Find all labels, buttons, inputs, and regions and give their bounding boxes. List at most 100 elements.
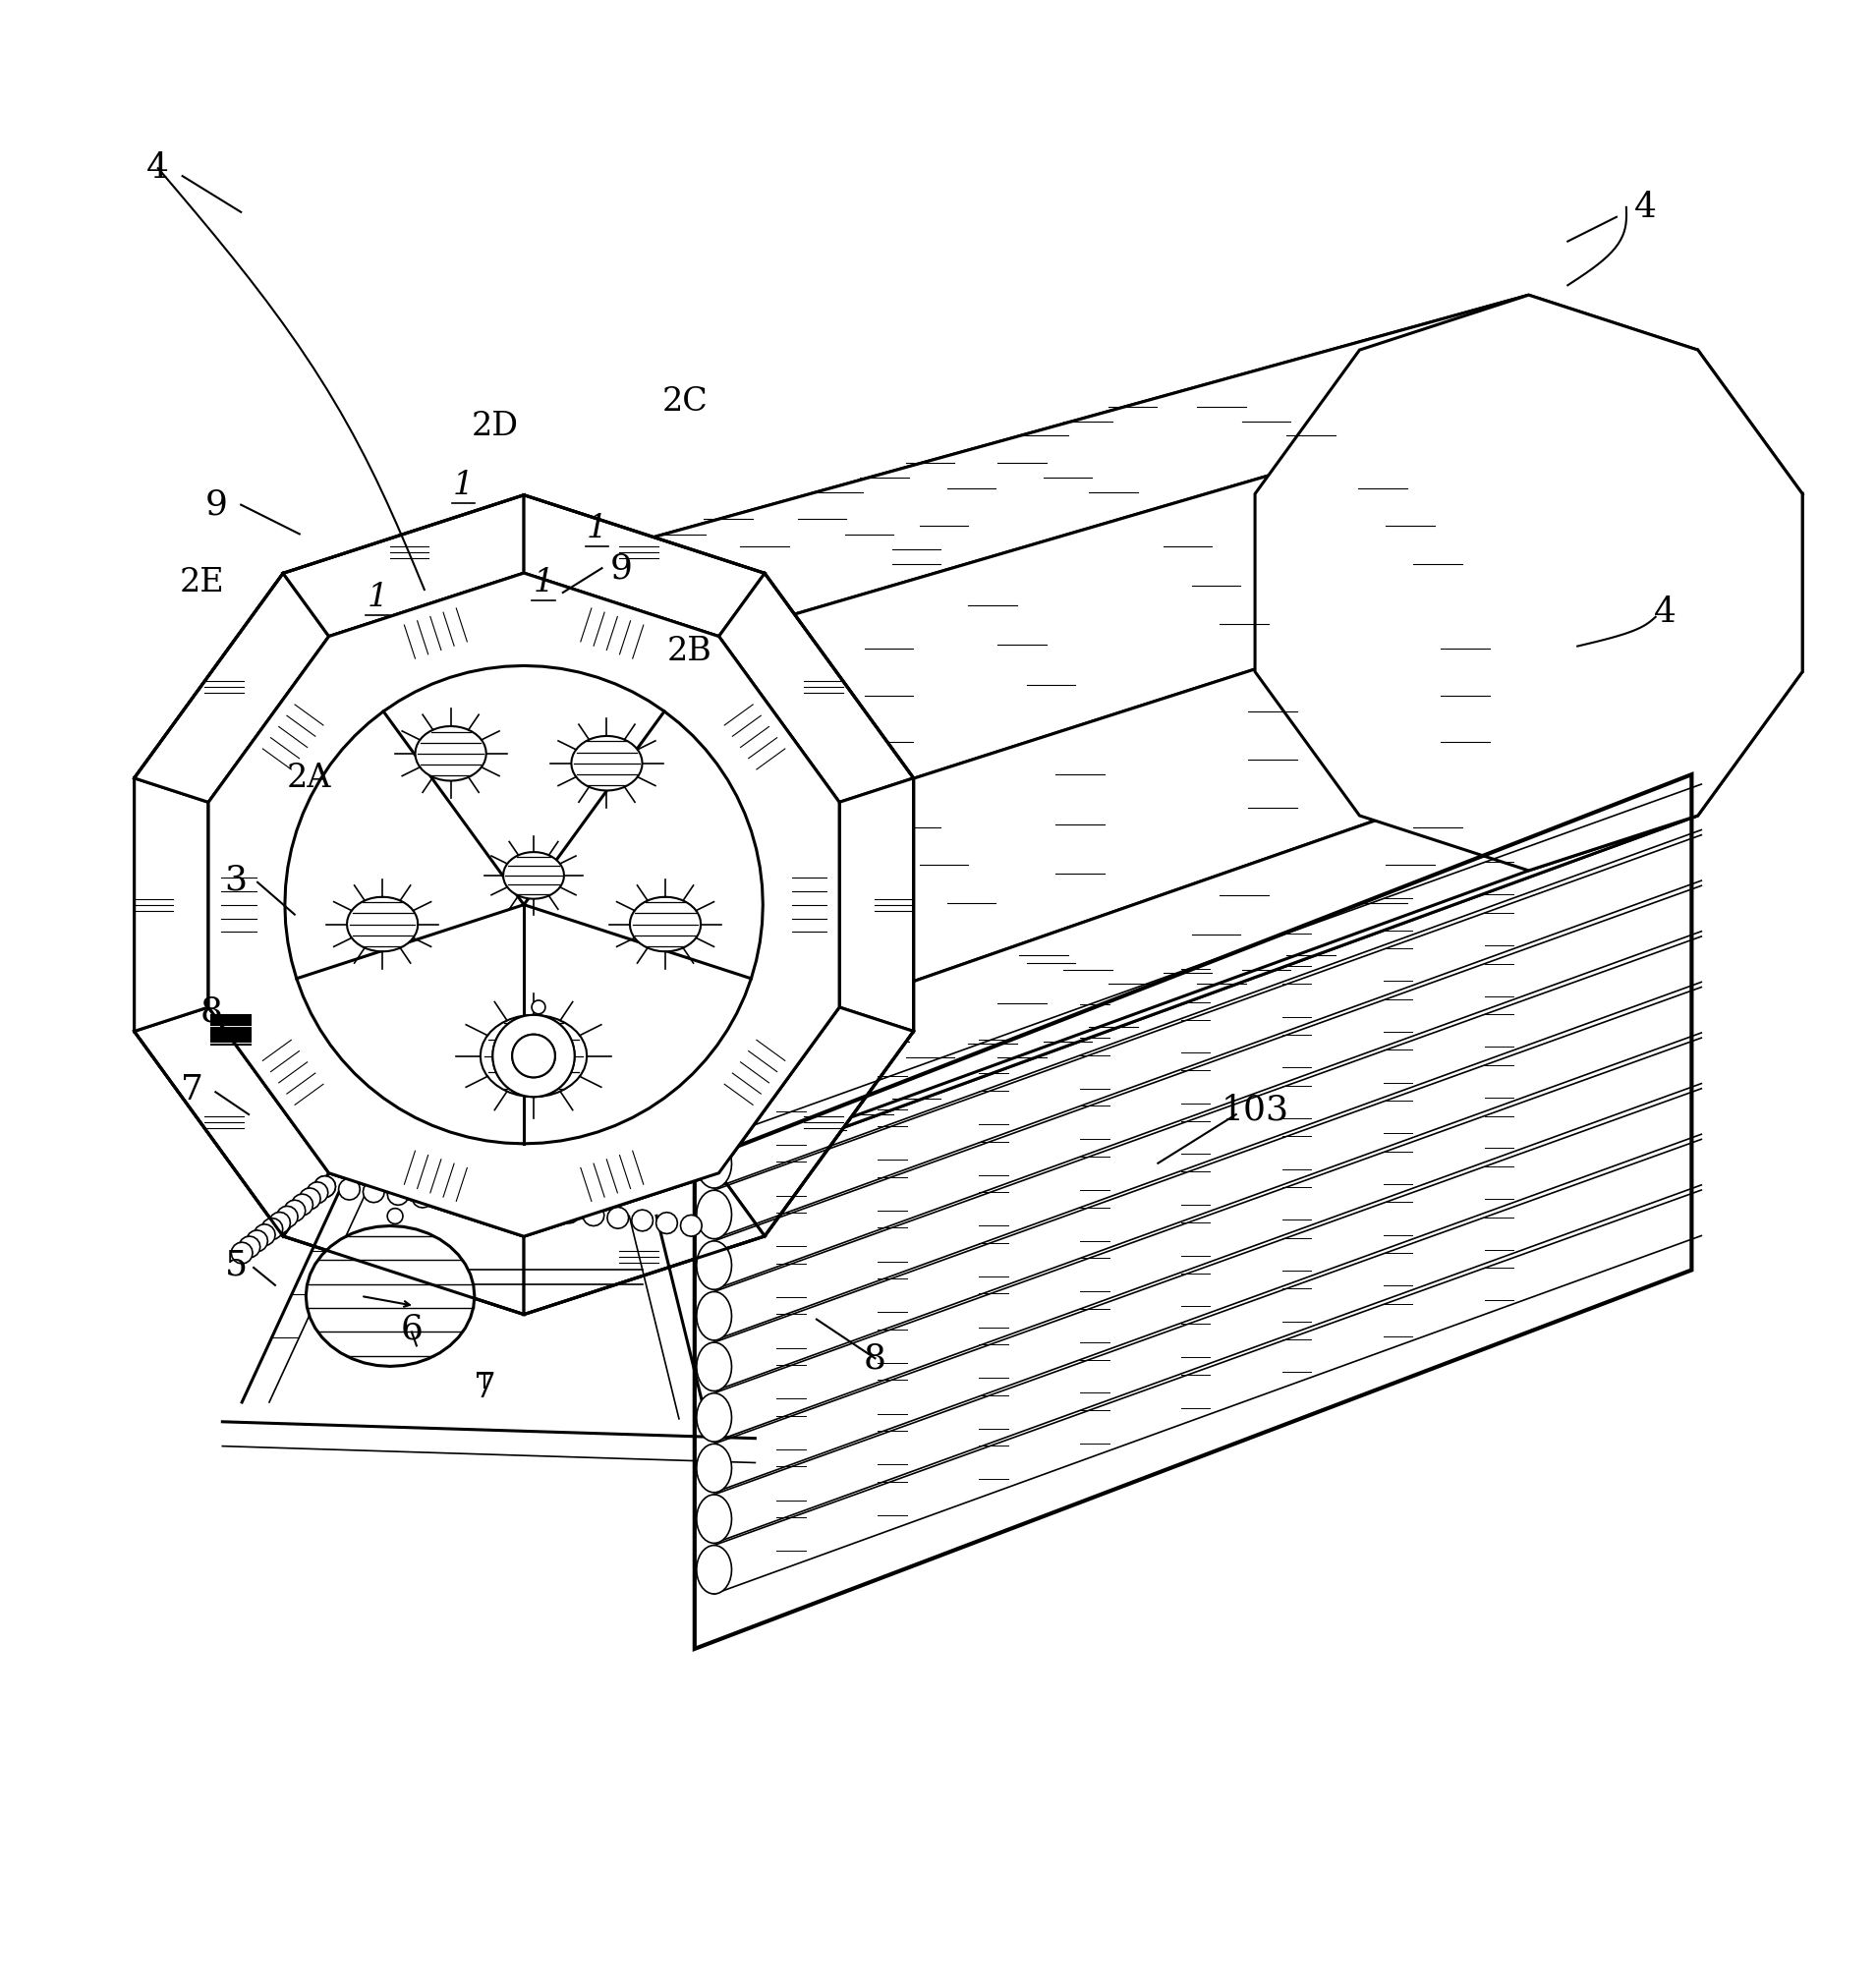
Polygon shape [285, 665, 764, 1143]
Polygon shape [135, 1006, 328, 1237]
Text: 9: 9 [204, 488, 227, 522]
Polygon shape [283, 1173, 523, 1314]
Polygon shape [523, 296, 1698, 637]
Polygon shape [362, 1181, 385, 1203]
Polygon shape [313, 1175, 336, 1197]
Polygon shape [696, 1139, 732, 1187]
Text: 6: 6 [400, 1312, 422, 1346]
Polygon shape [696, 1495, 732, 1542]
Polygon shape [583, 1205, 604, 1227]
Polygon shape [657, 1213, 677, 1235]
Polygon shape [572, 736, 642, 790]
Polygon shape [719, 349, 1803, 802]
Polygon shape [461, 1191, 482, 1213]
Polygon shape [347, 897, 418, 951]
Text: 103: 103 [1221, 1094, 1289, 1125]
Polygon shape [268, 1213, 291, 1233]
Polygon shape [306, 1181, 328, 1203]
Polygon shape [276, 1207, 298, 1227]
Polygon shape [839, 494, 1803, 1006]
Polygon shape [493, 1014, 574, 1098]
Polygon shape [696, 1342, 732, 1391]
Polygon shape [413, 1187, 433, 1207]
Polygon shape [493, 1014, 574, 1098]
Text: 4: 4 [146, 151, 169, 185]
Text: 4: 4 [1655, 596, 1677, 629]
Polygon shape [719, 574, 914, 802]
Polygon shape [512, 1034, 555, 1078]
Polygon shape [608, 1207, 628, 1229]
Polygon shape [283, 494, 523, 637]
Text: 7: 7 [180, 1074, 203, 1108]
Text: 1: 1 [452, 470, 475, 500]
Text: 1: 1 [533, 568, 553, 599]
Text: 8: 8 [201, 994, 223, 1028]
Polygon shape [328, 296, 1529, 637]
Polygon shape [493, 1014, 574, 1098]
Polygon shape [437, 1189, 458, 1211]
Polygon shape [480, 1014, 587, 1098]
Polygon shape [510, 1197, 531, 1219]
Polygon shape [338, 1179, 360, 1201]
Polygon shape [630, 897, 702, 951]
Polygon shape [572, 736, 642, 790]
Polygon shape [531, 1000, 546, 1014]
Text: 4: 4 [1634, 191, 1657, 224]
Polygon shape [696, 1292, 732, 1340]
Polygon shape [503, 852, 565, 899]
Polygon shape [347, 897, 418, 951]
Text: 7: 7 [473, 1372, 495, 1403]
Polygon shape [512, 1034, 555, 1078]
Polygon shape [696, 1241, 732, 1290]
Polygon shape [208, 574, 839, 1237]
Polygon shape [696, 1546, 732, 1594]
Polygon shape [1255, 296, 1803, 871]
Text: 1: 1 [368, 582, 388, 613]
Text: 2E: 2E [180, 568, 225, 599]
Polygon shape [719, 671, 1803, 1173]
Polygon shape [238, 1237, 261, 1258]
Polygon shape [208, 671, 1360, 1173]
Text: 1: 1 [587, 514, 608, 544]
Polygon shape [246, 1231, 268, 1253]
Text: 9: 9 [610, 552, 632, 586]
Polygon shape [839, 778, 914, 1032]
Polygon shape [696, 1393, 732, 1441]
Polygon shape [253, 1225, 276, 1247]
Text: 3: 3 [225, 863, 248, 897]
Polygon shape [285, 665, 764, 1143]
Polygon shape [719, 1006, 914, 1237]
Polygon shape [632, 1209, 653, 1231]
Text: 8: 8 [863, 1342, 885, 1376]
Polygon shape [523, 494, 765, 637]
Polygon shape [135, 574, 328, 802]
Polygon shape [415, 727, 486, 780]
Polygon shape [208, 349, 1360, 802]
Polygon shape [523, 1173, 765, 1314]
Polygon shape [208, 574, 839, 1237]
Text: 2D: 2D [471, 411, 518, 443]
Polygon shape [696, 1443, 732, 1493]
Polygon shape [681, 1215, 702, 1237]
Polygon shape [313, 1175, 336, 1197]
Polygon shape [531, 1000, 546, 1014]
Polygon shape [559, 1201, 580, 1223]
Polygon shape [493, 1014, 574, 1098]
Polygon shape [503, 852, 565, 899]
Text: 2C: 2C [662, 387, 707, 419]
Polygon shape [630, 897, 702, 951]
Polygon shape [535, 1199, 555, 1221]
Polygon shape [512, 1034, 555, 1078]
Polygon shape [208, 494, 1255, 1006]
Polygon shape [386, 1183, 409, 1205]
Polygon shape [306, 1227, 475, 1366]
Polygon shape [135, 778, 208, 1032]
Polygon shape [283, 1201, 306, 1221]
Polygon shape [291, 1195, 313, 1215]
Polygon shape [386, 1209, 403, 1225]
Polygon shape [231, 1243, 253, 1264]
Polygon shape [328, 816, 1529, 1237]
Polygon shape [523, 816, 1698, 1237]
Polygon shape [512, 1034, 555, 1078]
Polygon shape [696, 1191, 732, 1239]
